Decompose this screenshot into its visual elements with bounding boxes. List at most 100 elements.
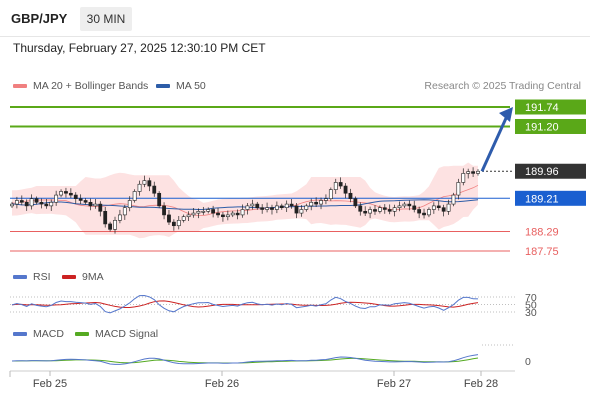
candle-body (407, 203, 412, 207)
candle-body (314, 201, 319, 205)
x-tick-label-0: Feb 25 (33, 378, 67, 390)
candle-body (24, 201, 29, 207)
x-tick-label-1: Feb 26 (205, 378, 239, 390)
candle-body (171, 221, 176, 227)
candle-body (250, 203, 255, 207)
candle-body (436, 205, 441, 208)
projection-arrow-shaft (480, 115, 509, 172)
header-divider (0, 36, 590, 37)
candle-body (10, 203, 14, 207)
candle-body (108, 223, 113, 230)
candle-body (274, 205, 279, 210)
candle-body (368, 209, 372, 214)
candle-body (358, 205, 363, 212)
level-tag-2 (515, 163, 586, 179)
rsi-tick-2: 30 (525, 307, 537, 319)
level-label-1: 191.20 (525, 121, 559, 133)
candle-body (289, 203, 294, 207)
candle-body (466, 171, 471, 174)
candle-body (118, 214, 122, 221)
x-tick-label-3: Feb 28 (464, 378, 498, 390)
symbol-title: GBP/JPY (11, 11, 68, 26)
candle-body (417, 209, 422, 214)
candle-body (54, 194, 59, 203)
candle-body (373, 209, 377, 212)
legend-macd-signal-label: MACD Signal (95, 328, 159, 340)
legend-bollinger: MA 20 + Bollinger Bands (13, 80, 148, 92)
candle-body (333, 182, 338, 190)
level-tag-1 (515, 118, 586, 134)
candle-body (324, 198, 328, 201)
rsi-tick-1: 50 (525, 300, 537, 312)
candle-body (59, 191, 63, 196)
legend-macd-signal: MACD Signal (75, 328, 158, 340)
projection-arrow-head (499, 107, 513, 122)
candle-body (44, 203, 49, 207)
ma50-swatch (156, 84, 170, 89)
legend-macd-label: MACD (33, 328, 64, 340)
candle-body (34, 198, 39, 203)
candle-body (206, 209, 211, 212)
legend-rsi: RSI (13, 271, 51, 283)
legend-bollinger-label: MA 20 + Bollinger Bands (33, 80, 149, 92)
candle-body (309, 201, 314, 207)
candle-body (157, 192, 162, 207)
candle-body (201, 211, 206, 213)
level-tag-3 (515, 190, 586, 206)
legend-ma50-label: MA 50 (176, 80, 206, 92)
candle-body (15, 200, 19, 205)
candle-body (284, 203, 289, 208)
candle-body (270, 207, 274, 210)
bollinger-band (12, 162, 478, 239)
candle-body (78, 198, 83, 201)
candle-body (363, 211, 368, 214)
candle-body (162, 205, 166, 216)
candle-body (245, 205, 250, 210)
level-label-5: 187.75 (525, 246, 559, 258)
candle-body (397, 205, 402, 208)
macd-line (11, 354, 479, 365)
level-label-4: 188.29 (525, 227, 559, 239)
candle-body (328, 189, 333, 199)
candle-body (427, 209, 431, 216)
level-label-2: 189.96 (525, 166, 559, 178)
candle-body (127, 200, 132, 208)
candle-body (446, 203, 451, 212)
candle-body (451, 194, 456, 205)
candle-body (186, 214, 191, 218)
candle-body (265, 207, 269, 210)
candle-body (83, 200, 88, 203)
candle-body (122, 207, 127, 216)
candle-body (191, 212, 196, 216)
candles (10, 167, 480, 234)
candle-body (142, 180, 147, 185)
candle-body (230, 212, 235, 216)
candle-body (431, 205, 436, 210)
legend-macd: MACD (13, 328, 64, 340)
level-label-3: 189.21 (525, 193, 559, 205)
candle-body (299, 209, 304, 214)
candle-body (461, 173, 466, 183)
candle-body (225, 214, 230, 218)
candle-body (73, 194, 78, 199)
rsi-tick-0: 70 (525, 292, 537, 304)
candle-body (387, 209, 392, 212)
macd-swatch (13, 332, 27, 337)
candle-body (343, 185, 348, 194)
candle-body (348, 192, 353, 199)
timestamp: Thursday, February 27, 2025 12:30:10 PM … (13, 41, 266, 55)
candle-body (88, 201, 93, 207)
candle-body (39, 201, 44, 205)
rsi-ma-line (11, 300, 479, 308)
candle-body (167, 214, 171, 223)
candle-body (49, 201, 54, 207)
candle-body (382, 207, 387, 210)
candle-body (353, 198, 358, 207)
timeframe-button[interactable]: 30 MIN (80, 7, 132, 31)
candle-body (68, 192, 73, 196)
candle-body (279, 205, 284, 208)
candle-body (152, 185, 157, 194)
rsi-line (11, 294, 479, 314)
candle-body (338, 182, 343, 187)
